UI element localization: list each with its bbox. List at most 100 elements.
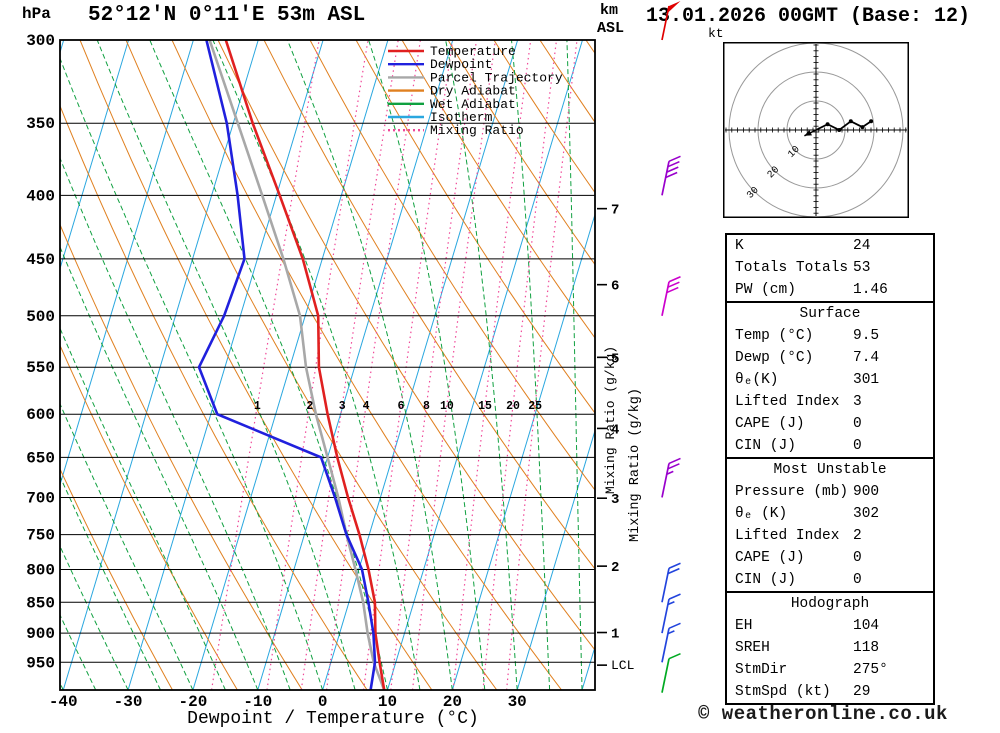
mixing-ratio-value-label: 25 xyxy=(528,400,542,413)
barb-feather xyxy=(668,622,681,630)
pressure-tick-label: 300 xyxy=(26,32,55,50)
mixing-ratio-value-label: 15 xyxy=(478,400,492,413)
mixing-ratio-line xyxy=(266,40,369,690)
barb-staff xyxy=(661,628,670,663)
isotherm-line xyxy=(60,40,194,487)
temp-tick-label: -20 xyxy=(179,693,208,711)
temp-tick-label: 30 xyxy=(508,693,527,711)
wet-adiabat-line xyxy=(566,40,583,690)
stat-value: 7.4 xyxy=(853,350,880,366)
legend-label: Dewpoint xyxy=(430,57,492,72)
pressure-tick-label: 950 xyxy=(26,654,55,672)
isotherm-line xyxy=(257,40,454,690)
stat-row: EH 104 xyxy=(727,615,933,637)
altitude-axis-unit-asl: ASL xyxy=(597,20,625,37)
dry-adiabat-line xyxy=(309,40,595,491)
hodograph-frame xyxy=(723,42,909,218)
hodograph-unit-label: kt xyxy=(708,26,724,41)
barb-staff xyxy=(661,161,670,196)
hodograph-ring-label: 30 xyxy=(745,185,761,201)
stat-value: 302 xyxy=(853,506,880,522)
wet-adiabat-line xyxy=(60,613,97,690)
isotherm-line xyxy=(451,212,595,690)
hodograph-ring-label: 10 xyxy=(786,144,802,160)
isotherm-line xyxy=(387,40,583,690)
page-title: 52°12'N 0°11'E 53m ASL xyxy=(88,4,366,27)
stat-value: 9.5 xyxy=(853,328,880,344)
wet-adiabat-line xyxy=(60,475,161,690)
temp-tick-label: -40 xyxy=(49,693,78,711)
temp-tick-label: -10 xyxy=(243,693,272,711)
km-tick-label: 4 xyxy=(611,422,619,438)
isotherm-line xyxy=(516,428,595,690)
stat-row: StmSpd (kt) 29 xyxy=(727,681,933,703)
mixing-ratio-value-label: 3 xyxy=(339,400,346,413)
barb-half-feather xyxy=(667,630,675,635)
hodograph-trace-point xyxy=(860,125,865,130)
mixing-ratio-value-label: 2 xyxy=(306,400,313,413)
stat-value: 53 xyxy=(853,260,871,276)
altitude-axis-unit-km: km xyxy=(600,2,619,19)
km-tick-label: 3 xyxy=(611,492,619,508)
pressure-tick-label: 500 xyxy=(26,308,55,326)
stat-label: PW (cm) xyxy=(735,282,796,298)
stat-value: 2 xyxy=(853,528,862,544)
legend-label: Isotherm xyxy=(430,110,493,125)
hodograph-trace-point xyxy=(848,119,853,124)
pressure-tick-label: 750 xyxy=(26,527,55,545)
stat-row: Temp (°C) 9.5 xyxy=(727,325,933,347)
temp-tick-label: -30 xyxy=(114,693,143,711)
isotherm-line xyxy=(127,40,324,690)
stat-label: Totals Totals xyxy=(735,260,849,276)
stat-label: Lifted Index xyxy=(735,528,840,544)
barb-staff xyxy=(661,568,670,603)
pressure-tick-label: 600 xyxy=(26,406,55,424)
pressure-tick-label: 450 xyxy=(26,251,55,269)
stat-label: Lifted Index xyxy=(735,394,840,410)
stat-row: CAPE (J) 0 xyxy=(727,413,933,435)
km-tick-label: 2 xyxy=(611,560,619,576)
barb-feather xyxy=(668,457,681,465)
stat-label: θₑ(K) xyxy=(735,372,779,388)
wind-barb xyxy=(661,562,681,603)
stat-row: Pressure (mb) 900 xyxy=(727,481,933,503)
mixing-ratio-value-label: 6 xyxy=(397,400,404,413)
barb-feather xyxy=(667,567,680,575)
hodograph-ring-label: 20 xyxy=(766,165,782,181)
stat-value: 301 xyxy=(853,372,880,388)
stats-section: K 24 Totals Totals 53 PW (cm) 1.46 xyxy=(727,235,933,301)
stats-table: K 24 Totals Totals 53 PW (cm) 1.46 Surface Temp… xyxy=(725,233,935,705)
wind-barb xyxy=(661,622,681,663)
pressure-tick-label: 850 xyxy=(26,594,55,612)
date-title: 13.01.2026 00GMT (Base: 12) xyxy=(646,5,971,28)
stat-row: Dewp (°C) 7.4 xyxy=(727,347,933,369)
stat-label: EH xyxy=(735,618,753,634)
stat-label: Pressure (mb) xyxy=(735,484,849,500)
stat-label: Dewp (°C) xyxy=(735,350,814,366)
stat-row: Lifted Index 3 xyxy=(727,391,933,413)
stat-value: 118 xyxy=(853,640,880,656)
mixing-ratio-value-label: 1 xyxy=(254,400,261,413)
stat-value: 0 xyxy=(853,572,862,588)
barb-half-feather xyxy=(666,470,674,475)
stat-label: Temp (°C) xyxy=(735,328,814,344)
stat-label: StmSpd (kt) xyxy=(735,684,831,700)
parcel-trajectory-curve xyxy=(208,40,386,690)
stat-row: Lifted Index 2 xyxy=(727,525,933,547)
wet-adiabat-line xyxy=(60,156,291,690)
stat-label: SREH xyxy=(735,640,770,656)
hodograph-trace-point xyxy=(837,128,842,132)
barb-feather xyxy=(668,155,681,163)
barb-half-feather xyxy=(667,600,675,606)
temperature-curve xyxy=(224,40,386,690)
pressure-tick-label: 700 xyxy=(26,489,55,507)
wet-adiabat-line xyxy=(96,40,356,690)
storm-motion-arrowhead xyxy=(804,129,813,136)
stat-value: 900 xyxy=(853,484,880,500)
barb-staff xyxy=(661,5,670,41)
barb-feather xyxy=(667,463,680,470)
stat-label: CAPE (J) xyxy=(735,550,805,566)
